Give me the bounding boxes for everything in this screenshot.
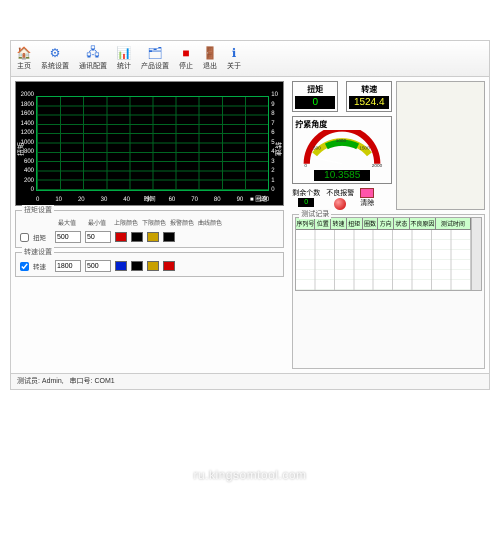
chart-grid [36, 96, 269, 191]
speed-min-input[interactable] [85, 260, 111, 272]
toolbar-通讯配置[interactable]: 🖧通讯配置 [79, 46, 107, 71]
torque-upper-color[interactable] [115, 232, 127, 242]
toolbar-icon: ℹ [227, 46, 241, 60]
toolbar-icon: ■ [179, 46, 193, 60]
speed-readout: 转速 1524.4 [346, 81, 392, 112]
torque-checkbox[interactable] [20, 233, 29, 242]
gauge-svg: 0 500 1000 1500 2000 [295, 130, 389, 170]
eraser-icon [360, 188, 374, 198]
svg-text:1500: 1500 [359, 146, 370, 151]
torque-curve-color[interactable] [163, 232, 175, 242]
toolbar-产品设置[interactable]: 🗂产品设置 [141, 46, 169, 71]
alarm-led-icon [334, 198, 346, 210]
torque-readout: 扭矩 0 [292, 81, 338, 112]
group-title: 转速设置 [22, 247, 54, 257]
preview-pane [396, 81, 485, 210]
toolbar-退出[interactable]: 🚪退出 [203, 46, 217, 71]
time-chart: 2000180016001400120010008006004002000 10… [15, 81, 284, 206]
speed-upper-color[interactable] [115, 261, 127, 271]
torque-min-input[interactable] [85, 231, 111, 243]
toolbar-icon: 🏠 [17, 46, 31, 60]
toolbar-icon: ⚙ [48, 46, 62, 60]
torque-value: 0 [295, 96, 335, 109]
status-bar: 测试员: Admin, 串口号: COM1 [11, 373, 489, 389]
clear-button[interactable]: 清除 [360, 188, 374, 208]
main-toolbar: 🏠主页 ⚙系统设置 🖧通讯配置 📊统计 🗂产品设置 ■停止 🚪退出 ℹ关于 [11, 41, 489, 77]
group-title: 扭矩设置 [22, 205, 54, 215]
toolbar-icon: 📊 [117, 46, 131, 60]
toolbar-icon: 🚪 [203, 46, 217, 60]
chart-legend: ■ 圈速 [250, 194, 267, 203]
torque-settings-group: 扭矩设置 最大值 最小值 上限颜色 下限颜色 报警颜色 曲线颜色 扭矩 [15, 210, 284, 248]
toolbar-统计[interactable]: 📊统计 [117, 46, 131, 71]
torque-max-input[interactable] [55, 231, 81, 243]
toolbar-系统设置[interactable]: ⚙系统设置 [41, 46, 69, 71]
speed-settings-group: 转速设置 转速 [15, 252, 284, 277]
torque-alarm-color[interactable] [147, 232, 159, 242]
speed-lower-color[interactable] [131, 261, 143, 271]
torque-lower-color[interactable] [131, 232, 143, 242]
toolbar-停止[interactable]: ■停止 [179, 46, 193, 71]
svg-text:2000: 2000 [372, 163, 383, 168]
svg-text:0: 0 [305, 163, 308, 168]
remain-value: 0 [298, 198, 314, 207]
speed-max-input[interactable] [55, 260, 81, 272]
svg-text:500: 500 [313, 146, 321, 151]
speed-curve-color[interactable] [163, 261, 175, 271]
app-window: 🏠主页 ⚙系统设置 🖧通讯配置 📊统计 🗂产品设置 ■停止 🚪退出 ℹ关于 200018001… [10, 40, 490, 390]
speed-alarm-color[interactable] [147, 261, 159, 271]
speed-checkbox[interactable] [20, 262, 29, 271]
toolbar-关于[interactable]: ℹ关于 [227, 46, 241, 71]
speed-value: 1524.4 [349, 96, 389, 109]
angle-gauge: 拧紧角度 0 500 1000 1500 2000 10.358 [292, 116, 392, 184]
toolbar-icon: 🖧 [86, 46, 100, 60]
toolbar-icon: 🗂 [148, 46, 162, 60]
table-body [296, 230, 471, 290]
toolbar-主页[interactable]: 🏠主页 [17, 46, 31, 71]
y2-axis-label: 转速 [273, 142, 283, 156]
table-scrollbar[interactable] [471, 218, 481, 290]
y-axis-label: 扭矩 [16, 142, 26, 156]
gauge-value: 10.3585 [314, 170, 370, 181]
alarm-row: 剩余个数 0 不良报警 清除 [292, 188, 392, 210]
x-axis-label: 时间 [144, 194, 156, 203]
svg-text:1000: 1000 [336, 138, 347, 143]
torque-check-label: 扭矩 [33, 232, 51, 242]
main-area: 2000180016001400120010008006004002000 10… [11, 77, 489, 373]
watermark: ru.kingsomtool.com [193, 468, 306, 482]
table-header: 序列号位置转速扭矩圈数方向状态不良原因测试时间 [296, 218, 471, 230]
speed-check-label: 转速 [33, 261, 51, 271]
test-record-group: 测试记录 序列号位置转速扭矩圈数方向状态不良原因测试时间 [292, 214, 485, 369]
